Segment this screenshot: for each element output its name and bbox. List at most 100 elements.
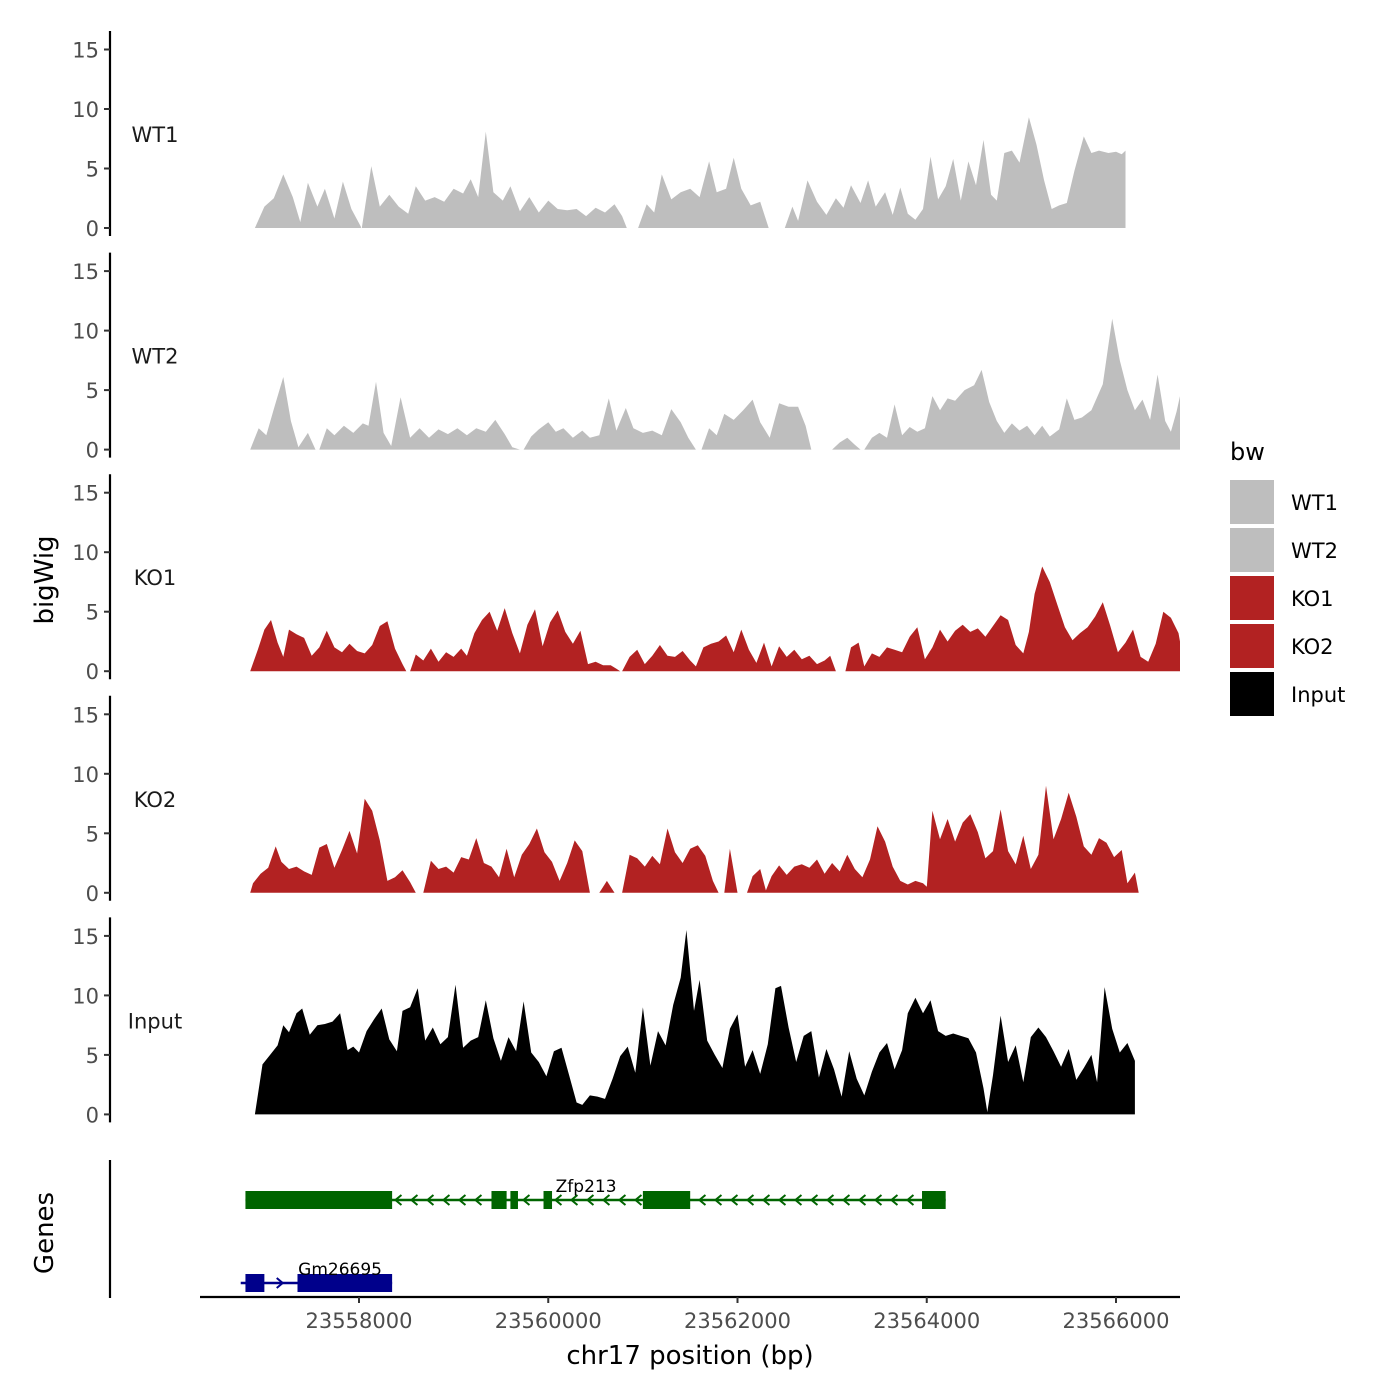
coverage-area-ko2 <box>423 828 590 893</box>
strand-arrow <box>553 1194 563 1206</box>
bigwig-tracks: 0 5 10 15 WT1 0 5 10 15 WT2 0 5 10 15 KO1 0 5 10 15 KO2 0 5 10… <box>72 31 1180 1127</box>
strand-arrow <box>905 1194 915 1206</box>
genes-title: Genes <box>30 1192 60 1274</box>
strand-arrow <box>745 1194 755 1206</box>
strand-arrow <box>521 1194 531 1206</box>
y-tick-label-wt1: 0 <box>86 217 99 241</box>
coverage-area-ko1 <box>250 620 407 672</box>
coverage-area-ko1 <box>410 608 621 672</box>
strand-arrow <box>457 1194 467 1206</box>
coverage-area-wt2 <box>250 377 316 450</box>
strand-arrow <box>473 1194 483 1206</box>
legend-label-wt1: WT1 <box>1291 491 1338 515</box>
legend-label-input: Input <box>1291 683 1345 707</box>
strand-arrow <box>409 1194 419 1206</box>
y-tick-label-wt2: 0 <box>86 439 99 463</box>
y-tick-label-wt2: 5 <box>86 379 99 403</box>
strand-arrow <box>601 1194 611 1206</box>
strand-arrow <box>393 1194 403 1206</box>
x-axis-title: chr17 position (bp) <box>566 1341 813 1371</box>
track-wt2: 0 5 10 15 WT2 <box>72 252 1180 463</box>
strand-arrow <box>697 1194 707 1206</box>
strand-arrow <box>793 1194 803 1206</box>
x-tick-label: 23562000 <box>684 1309 791 1333</box>
track-label-ko1: KO1 <box>134 566 177 590</box>
gene-zfp213: Zfp213 <box>245 1177 946 1209</box>
strand-arrow <box>425 1194 435 1206</box>
gene-label: Gm26695 <box>298 1260 382 1280</box>
y-tick-label-wt2: 15 <box>72 260 99 284</box>
strand-arrow <box>729 1194 739 1206</box>
legend-label-ko2: KO2 <box>1291 635 1334 659</box>
coverage-area-ko2 <box>724 848 738 893</box>
x-axis: 23558000 23560000 23562000 23564000 23566000 <box>200 1295 1180 1333</box>
exon-block <box>642 1191 691 1209</box>
strand-arrow <box>633 1194 643 1206</box>
coverage-area-wt2 <box>523 398 696 450</box>
y-tick-label-wt1: 5 <box>86 158 99 182</box>
track-label-input: Input <box>128 1009 182 1033</box>
track-label-ko2: KO2 <box>134 788 177 812</box>
y-tick-label-input: 15 <box>72 925 99 949</box>
track-label-wt2: WT2 <box>132 345 179 369</box>
strand-arrow <box>825 1194 835 1206</box>
track-ko2: 0 5 10 15 KO2 <box>72 695 1139 906</box>
coverage-area-ko2 <box>622 828 719 893</box>
coverage-area-ko1 <box>622 629 836 672</box>
gene-gm26695: Gm26695 <box>240 1260 393 1292</box>
legend-swatch-wt1 <box>1230 480 1274 524</box>
strand-arrow <box>441 1194 451 1206</box>
coverage-area-ko2 <box>250 798 416 893</box>
x-tick-label: 23558000 <box>306 1309 413 1333</box>
y-tick-label-ko2: 0 <box>86 882 99 906</box>
strand-arrow <box>713 1194 723 1206</box>
y-tick-label-input: 0 <box>86 1103 99 1127</box>
exon-block <box>491 1191 507 1209</box>
legend: bw WT1 WT2 KO1 KO2 Input <box>1230 438 1345 716</box>
legend-label-wt2: WT2 <box>1291 539 1338 563</box>
exon-block <box>245 1274 265 1292</box>
strand-arrow <box>569 1194 579 1206</box>
coverage-area-wt1 <box>784 117 1126 228</box>
track-label-wt1: WT1 <box>132 123 179 147</box>
strand-arrow <box>617 1194 627 1206</box>
exon-block <box>510 1191 518 1209</box>
coverage-area-wt2 <box>832 437 861 450</box>
y-tick-label-ko1: 15 <box>72 482 99 506</box>
track-ko1: 0 5 10 15 KO1 <box>72 474 1180 684</box>
legend-swatch-wt2 <box>1230 528 1274 572</box>
legend-title: bw <box>1230 438 1265 466</box>
legend-label-ko1: KO1 <box>1291 587 1334 611</box>
y-tick-label-ko1: 0 <box>86 660 99 684</box>
coverage-area-wt2 <box>864 318 1180 450</box>
exon-block <box>543 1191 553 1209</box>
coverage-area-ko2 <box>747 785 1139 893</box>
strand-arrow <box>777 1194 787 1206</box>
track-wt1: 0 5 10 15 WT1 <box>72 31 1126 241</box>
strand-arrow <box>585 1194 595 1206</box>
legend-swatch-ko1 <box>1230 576 1274 620</box>
x-tick-label: 23560000 <box>495 1309 602 1333</box>
strand-arrow <box>857 1194 867 1206</box>
gene-label: Zfp213 <box>556 1177 617 1197</box>
exon-block <box>297 1274 393 1292</box>
coverage-area-ko2 <box>599 880 615 893</box>
legend-swatch-ko2 <box>1230 624 1274 668</box>
x-tick-label: 23564000 <box>873 1309 980 1333</box>
y-tick-label-ko2: 10 <box>72 763 99 787</box>
coverage-area-input <box>254 930 1135 1115</box>
coverage-area-ko1 <box>845 566 1180 672</box>
y-tick-label-input: 10 <box>72 984 99 1008</box>
exon-block <box>922 1191 946 1209</box>
strand-arrow <box>809 1194 819 1206</box>
strand-arrow <box>276 1277 285 1289</box>
y-tick-label-ko2: 15 <box>72 703 99 727</box>
y-tick-label-input: 5 <box>86 1044 99 1068</box>
track-input: 0 5 10 15 Input <box>72 917 1135 1127</box>
strand-arrow <box>841 1194 851 1206</box>
y-tick-label-ko1: 5 <box>86 601 99 625</box>
strand-arrow <box>889 1194 899 1206</box>
coverage-area-wt1 <box>361 131 627 228</box>
genes-track: Zfp213 Gm26695 <box>108 1160 946 1298</box>
